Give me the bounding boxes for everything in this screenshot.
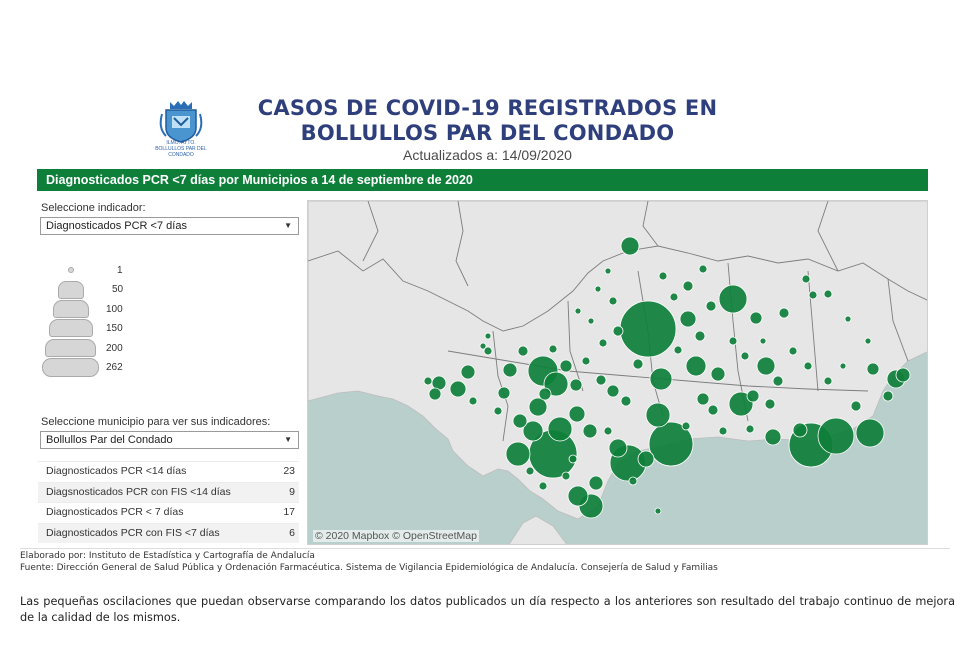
legend-row: 150 (40, 319, 130, 337)
indicator-name: Diagsnosticados PCR con FIS <14 días (46, 485, 231, 498)
legend-row: 50 (40, 281, 130, 299)
legend-circle (45, 339, 96, 357)
dropdown-arrow-icon: ▼ (284, 221, 292, 230)
legend-row: 200 (40, 339, 130, 357)
map-canvas[interactable] (308, 201, 928, 545)
legend-value: 1 (117, 265, 123, 276)
table-row: Diagnosticados PCR <14 días 23 (38, 461, 299, 482)
logo-caption: ILMO. AYTO. BOLLULLOS PAR DEL CONDADO (155, 140, 207, 158)
title-line-2: BOLLULLOS PAR DEL CONDADO (300, 121, 675, 145)
legend-circle (42, 358, 99, 377)
updated-date: Actualizados a: 14/09/2020 (403, 147, 572, 163)
indicators-table: Diagnosticados PCR <14 días 23 Diagsnost… (38, 461, 299, 543)
indicator-select-value: Diagnosticados PCR <7 días (46, 220, 187, 232)
legend-circle (53, 300, 89, 318)
legend-value: 150 (106, 323, 123, 334)
table-row: Diagnosticados PCR < 7 días 17 (38, 502, 299, 523)
legend-row: 262 (40, 358, 130, 377)
legend-row: 100 (40, 300, 130, 318)
legend-circle (68, 267, 74, 273)
legend-value: 100 (106, 304, 123, 315)
dashboard-banner: Diagnosticados PCR <7 días por Municipio… (37, 169, 928, 191)
indicator-name: Diagnosticados PCR < 7 días (46, 506, 184, 518)
indicator-value: 17 (283, 506, 295, 518)
page-title: CASOS DE COVID-19 REGISTRADOS EN BOLLULL… (240, 96, 735, 146)
legend-value: 200 (106, 343, 123, 354)
indicator-name: Diagnosticados PCR con FIS <7 días (46, 526, 220, 539)
indicator-value: 9 (289, 485, 295, 498)
table-row: Diagsnosticados PCR con FIS <14 días 9 (38, 481, 299, 502)
africa-coast (508, 515, 567, 544)
municipality-select-value: Bollullos Par del Condado (46, 434, 173, 446)
footer-divider (20, 548, 950, 549)
legend-row: 1 (40, 262, 130, 280)
municipality-select[interactable]: Bollullos Par del Condado ▼ (40, 431, 299, 449)
dropdown-arrow-icon: ▼ (284, 435, 292, 444)
indicator-value: 23 (283, 465, 295, 477)
coat-of-arms-icon (159, 101, 203, 143)
indicator-value: 6 (289, 526, 295, 539)
bubble-map[interactable]: © 2020 Mapbox © OpenStreetMap (307, 200, 928, 545)
legend-value: 50 (112, 284, 124, 295)
legend-circle (49, 319, 93, 337)
legend-value: 262 (106, 362, 123, 373)
indicator-name: Diagnosticados PCR <14 días (46, 465, 187, 477)
municipality-selector-label: Seleccione municipio para ver sus indica… (41, 416, 271, 428)
legend-circle (58, 281, 84, 299)
credit-line: Elaborado por: Instituto de Estadística … (20, 551, 315, 561)
indicator-selector-label: Seleccione indicador: (41, 202, 146, 214)
bubble-layer (423, 236, 911, 519)
source-line: Fuente: Dirección General de Salud Públi… (20, 563, 718, 573)
disclaimer-note: Las pequeñas oscilaciones que puedan obs… (20, 595, 955, 624)
indicator-select[interactable]: Diagnosticados PCR <7 días ▼ (40, 217, 299, 235)
map-attribution[interactable]: © 2020 Mapbox © OpenStreetMap (313, 530, 479, 542)
table-row: Diagnosticados PCR con FIS <7 días 6 (38, 522, 299, 543)
title-line-1: CASOS DE COVID-19 REGISTRADOS EN (257, 96, 718, 120)
